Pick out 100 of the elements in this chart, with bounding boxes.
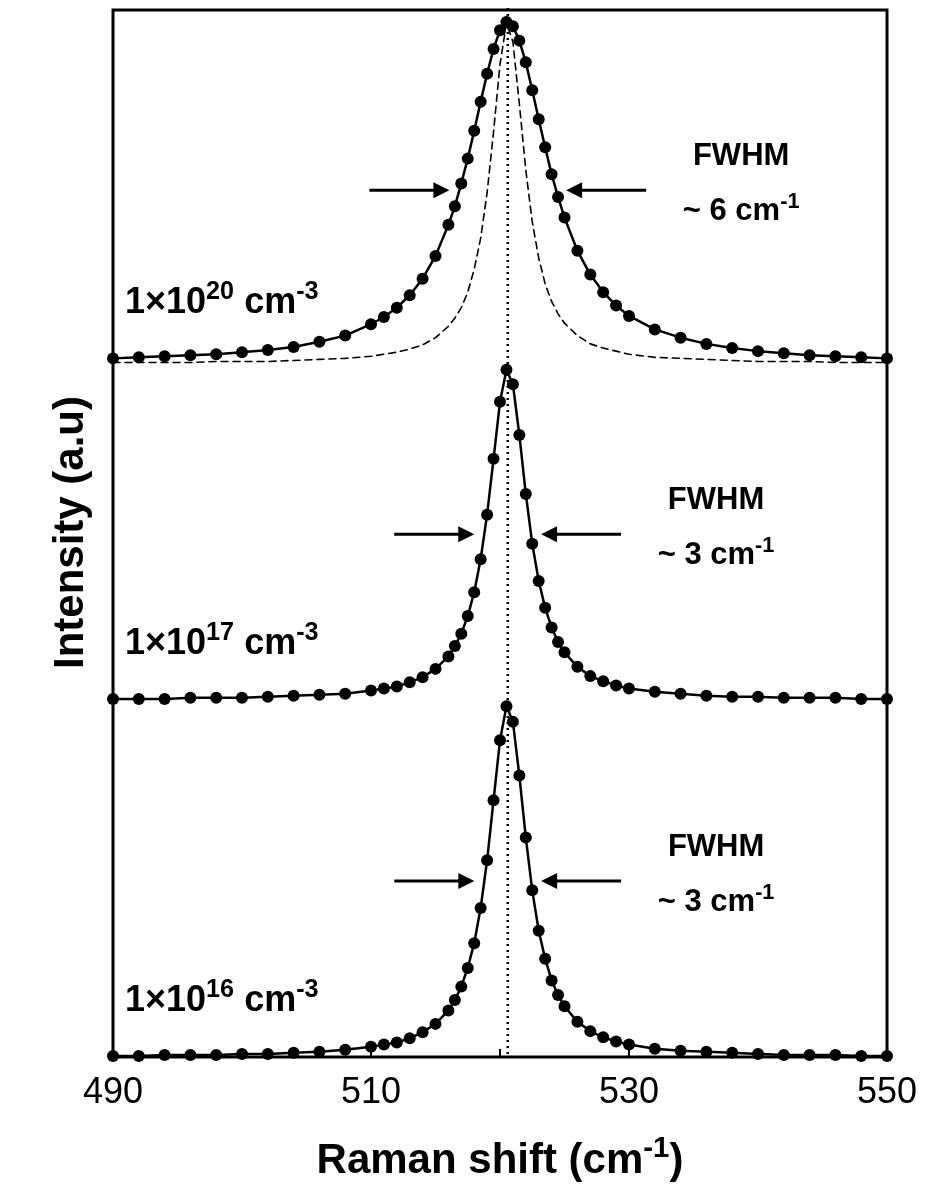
point <box>416 1026 429 1039</box>
x-tick-label: 510 <box>340 1070 402 1111</box>
point <box>313 688 326 701</box>
point <box>558 211 571 224</box>
point <box>461 152 474 165</box>
point <box>377 682 390 695</box>
point <box>726 342 739 355</box>
point <box>803 691 816 704</box>
point <box>803 1048 816 1061</box>
point <box>184 1048 197 1061</box>
point <box>481 508 494 521</box>
point <box>210 1048 223 1061</box>
point <box>855 1049 868 1062</box>
point <box>532 113 545 126</box>
point <box>881 692 893 705</box>
point <box>584 268 597 281</box>
x-tick-label: 490 <box>82 1070 144 1111</box>
point <box>403 676 416 689</box>
annotation: FWHM ~ 3 cm$^{-1}$ <box>657 828 775 919</box>
point <box>539 601 552 614</box>
point <box>519 487 532 500</box>
point <box>474 901 487 914</box>
point <box>539 952 552 965</box>
point <box>474 553 487 566</box>
point <box>623 1038 635 1051</box>
point <box>365 1040 377 1053</box>
x-tick-label: 550 <box>856 1070 918 1111</box>
point <box>552 988 565 1001</box>
point <box>558 646 571 659</box>
point <box>261 690 274 703</box>
point <box>571 1015 584 1028</box>
point <box>532 924 545 937</box>
point <box>726 1046 739 1059</box>
point <box>468 937 481 950</box>
point <box>132 692 145 705</box>
point <box>487 452 500 465</box>
point <box>584 1025 597 1038</box>
point <box>519 56 532 69</box>
point <box>519 831 532 844</box>
point <box>526 884 539 897</box>
annotation: 1×10$^{20}$ cm$^{-3}$ <box>125 276 319 322</box>
point <box>513 34 526 47</box>
point <box>487 794 500 807</box>
point <box>261 344 274 357</box>
point <box>132 351 145 364</box>
point <box>881 1049 893 1062</box>
point <box>377 1038 390 1051</box>
point <box>648 323 661 336</box>
point <box>648 685 661 698</box>
point <box>107 1049 119 1062</box>
point <box>390 680 403 693</box>
x-axis-title: Raman shift (cm$^{-1}$) <box>316 1129 684 1182</box>
annotation: FWHM ~ 6 cm$^{-1}$ <box>682 137 800 228</box>
point <box>442 1004 455 1017</box>
point <box>777 347 790 360</box>
point <box>545 974 558 987</box>
point <box>236 1047 248 1060</box>
point <box>584 670 597 683</box>
point <box>674 1044 687 1057</box>
point <box>829 691 842 704</box>
point <box>448 200 461 213</box>
point <box>481 854 494 867</box>
point <box>506 715 519 728</box>
point <box>777 691 790 704</box>
point <box>752 690 764 703</box>
point <box>494 395 506 408</box>
point <box>390 1036 403 1049</box>
point <box>287 340 300 353</box>
point <box>545 621 558 634</box>
point <box>855 351 868 364</box>
point <box>558 1000 571 1013</box>
point <box>210 348 223 361</box>
point <box>287 1046 300 1059</box>
point <box>571 660 584 673</box>
point <box>158 350 171 363</box>
point <box>700 337 713 350</box>
point <box>597 1031 610 1044</box>
point <box>552 190 565 203</box>
point <box>442 650 455 663</box>
point <box>881 352 893 365</box>
point <box>648 1042 661 1055</box>
annotation: 1×10$^{16}$ cm$^{-3}$ <box>125 973 319 1019</box>
y-axis-title: Intensity (a.u) <box>45 395 92 670</box>
point <box>429 1017 442 1030</box>
point <box>610 299 623 312</box>
point <box>339 1043 352 1056</box>
point <box>597 675 610 688</box>
point <box>287 689 300 702</box>
point <box>500 363 513 376</box>
point <box>429 662 442 675</box>
point <box>339 329 352 342</box>
point <box>416 272 429 285</box>
point <box>752 1047 764 1060</box>
point <box>461 961 474 974</box>
point <box>442 218 455 231</box>
point <box>468 586 481 599</box>
annotation: FWHM ~ 3 cm$^{-1}$ <box>657 481 775 572</box>
point <box>506 378 519 391</box>
point <box>829 1048 842 1061</box>
point <box>429 249 442 262</box>
